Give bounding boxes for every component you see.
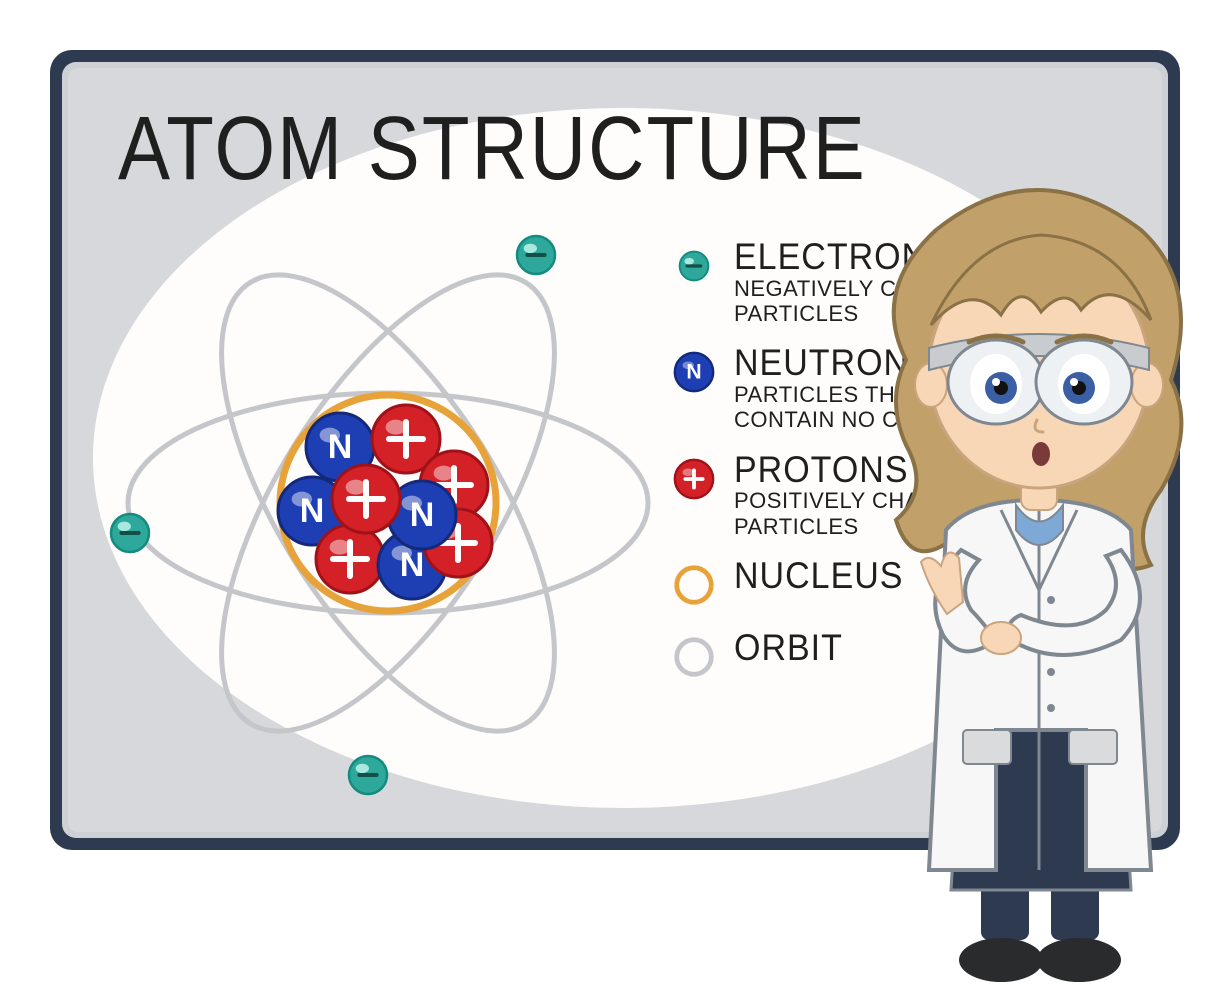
page-title: ATOM STRUCTURE: [118, 96, 867, 201]
legend-title: ORBIT: [734, 629, 843, 668]
svg-text:N: N: [328, 428, 353, 466]
nucleus-icon: [668, 559, 720, 611]
electron-icon: [668, 240, 720, 292]
orbit-icon: [668, 631, 720, 683]
svg-text:N: N: [300, 492, 325, 530]
svg-text:N: N: [686, 361, 701, 384]
atom-diagram: NNNN: [108, 223, 668, 783]
proton-icon: [668, 453, 720, 505]
neutron-icon: N: [668, 346, 720, 398]
svg-text:N: N: [410, 496, 435, 534]
scientist-character: [851, 170, 1221, 980]
svg-text:N: N: [400, 546, 425, 584]
